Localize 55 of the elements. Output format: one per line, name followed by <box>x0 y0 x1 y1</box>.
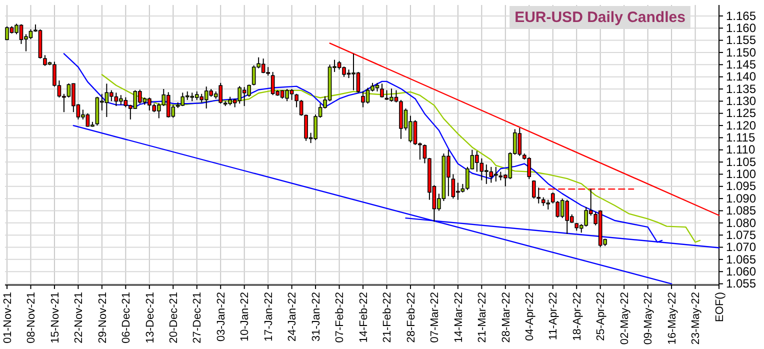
y-tick-label: 1.075 <box>726 228 756 242</box>
y-tick-label: 1.135 <box>726 82 756 96</box>
y-tick-label: 1.150 <box>726 45 756 60</box>
x-tick-label: 07-Feb-22 <box>334 292 346 343</box>
x-tick-label: 15-Nov-21 <box>49 292 62 344</box>
y-tick-label: 1.090 <box>726 191 756 206</box>
y-tick-label: 1.080 <box>726 216 756 230</box>
x-tick-label: 03-Jan-22 <box>215 292 228 342</box>
x-tick-label: 14-Mar-22 <box>452 292 465 343</box>
y-tick-label: 1.095 <box>726 179 756 194</box>
x-tick-label: 28-Feb-22 <box>405 292 418 343</box>
x-tick-label: 13-Dec-21 <box>144 292 156 344</box>
x-tick-label: 04-Apr-22 <box>524 292 536 341</box>
x-tick-label: 06-Dec-21 <box>120 292 133 344</box>
y-tick-label: 1.065 <box>726 252 756 266</box>
x-tick-label: 21-Feb-22 <box>382 292 394 343</box>
y-tick-label: 1.085 <box>726 204 756 218</box>
x-tick-label: 27-Dec-21 <box>192 292 204 344</box>
y-tick-label: 1.130 <box>726 94 756 108</box>
chart-title: EUR-USD Daily Candles <box>514 9 686 26</box>
x-tick-label: 01-Nov-21 <box>2 292 14 344</box>
x-tick-label: 02-May-22 <box>618 292 631 345</box>
y-tick-label: 1.115 <box>726 130 756 145</box>
x-tick-label: 24-Jan-22 <box>286 292 299 342</box>
x-tick-label: 07-Mar-22 <box>429 292 442 343</box>
x-tick-label: 31-Jan-22 <box>310 292 322 342</box>
x-tick-label: 29-Nov-21 <box>96 292 109 344</box>
x-tick-label: 18-Apr-22 <box>571 292 584 341</box>
x-tick-label: 25-Apr-22 <box>595 292 608 341</box>
y-tick-label: 1.165 <box>726 8 756 23</box>
x-tick-label: 11-Apr-22 <box>548 292 560 340</box>
x-tick-label: EOF() <box>714 292 726 322</box>
x-tick-label: 17-Jan-22 <box>262 292 275 342</box>
x-tick-label: 16-May-22 <box>666 292 678 345</box>
x-tick-label: 14-Feb-22 <box>358 292 370 343</box>
x-tick-label: 23-May-22 <box>690 292 702 345</box>
x-tick-label: 28-Mar-22 <box>500 292 512 343</box>
y-tick-label: 1.100 <box>726 167 756 182</box>
x-tick-label: 21-Mar-22 <box>476 292 489 343</box>
y-tick-label: 1.140 <box>726 70 756 84</box>
x-tick-label: 08-Nov-21 <box>26 292 38 344</box>
y-tick-label: 1.155 <box>726 33 756 48</box>
y-tick-label: 1.060 <box>726 264 756 278</box>
y-tick-label: 1.055 <box>726 276 756 291</box>
x-tick-label: 09-May-22 <box>642 292 655 345</box>
x-tick-label: 22-Nov-21 <box>73 292 86 344</box>
y-tick-label: 1.070 <box>726 240 756 254</box>
y-tick-label: 1.125 <box>726 106 756 120</box>
y-tick-label: 1.120 <box>726 118 756 132</box>
x-tick-label: 20-Dec-21 <box>168 292 180 344</box>
y-tick-label: 1.105 <box>726 154 756 169</box>
y-tick-label: 1.145 <box>726 57 756 72</box>
x-tick-label: 10-Jan-22 <box>239 292 252 342</box>
y-tick-label: 1.160 <box>726 20 756 35</box>
y-tick-label: 1.110 <box>726 142 756 157</box>
